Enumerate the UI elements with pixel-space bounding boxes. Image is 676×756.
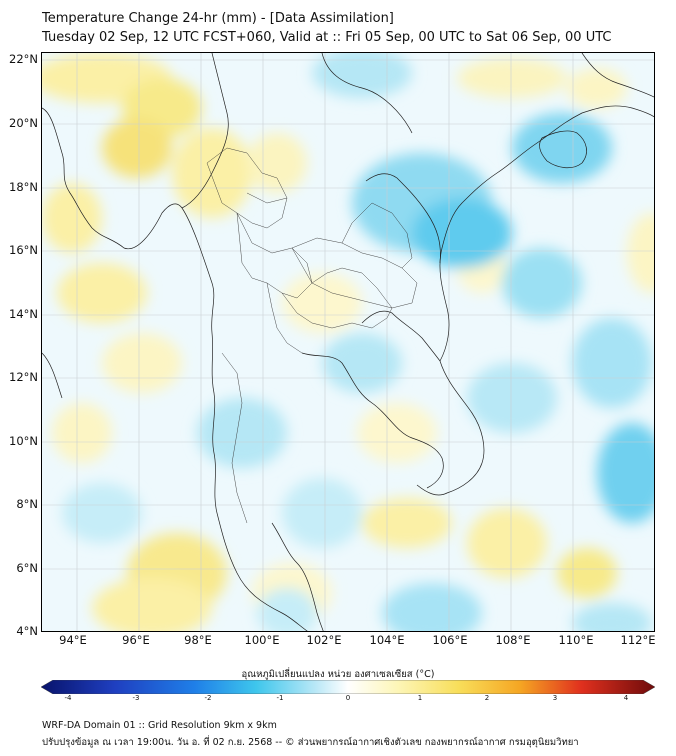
colorbar-tick: 4	[623, 694, 629, 702]
lat-label-18n: 18°N	[9, 180, 38, 194]
lon-label-98e: 98°E	[184, 633, 212, 647]
colorbar-title: อุณหภูมิเปลี่ยนแปลง หน่วย องศาเซลเซียส (…	[241, 669, 435, 680]
lon-label-112e: 112°E	[620, 633, 656, 647]
lon-label-96e: 96°E	[122, 633, 150, 647]
province-borders	[206, 147, 418, 524]
map-title: Temperature Change 24-hr (mm) - [Data As…	[42, 11, 394, 26]
map-subtitle: Tuesday 02 Sep, 12 UTC FCST+060, Valid a…	[42, 30, 612, 45]
colorbar-tick: 0	[345, 694, 351, 702]
coastlines	[42, 53, 654, 631]
lon-label-106e: 106°E	[432, 633, 468, 647]
colorbar-tick: 3	[552, 694, 558, 702]
lat-label-10n: 10°N	[9, 434, 38, 448]
lat-label-4n: 4°N	[16, 624, 38, 638]
lat-label-12n: 12°N	[9, 370, 38, 384]
colorbar-tick: 2	[484, 694, 490, 702]
colorbar-tick: -4	[64, 694, 72, 702]
temperature-field	[42, 53, 654, 631]
lon-label-110e: 110°E	[558, 633, 594, 647]
colorbar	[41, 680, 655, 694]
colorbar-tick: -1	[276, 694, 284, 702]
colorbar-tick: 1	[417, 694, 423, 702]
lon-label-94e: 94°E	[59, 633, 87, 647]
graticule	[42, 53, 654, 631]
lat-label-16n: 16°N	[9, 243, 38, 257]
colorbar-tick: -2	[204, 694, 212, 702]
colorbar-tick: -3	[132, 694, 140, 702]
lat-label-6n: 6°N	[16, 561, 38, 575]
lon-label-104e: 104°E	[369, 633, 405, 647]
lon-label-100e: 100°E	[244, 633, 280, 647]
lat-label-8n: 8°N	[16, 497, 38, 511]
update-info: ปรับปรุงข้อมูล ณ เวลา 19:00น. วัน อ. ที่…	[42, 737, 579, 748]
lat-label-20n: 20°N	[9, 116, 38, 130]
temperature-change-map	[41, 52, 655, 632]
lat-label-14n: 14°N	[9, 307, 38, 321]
lon-label-108e: 108°E	[495, 633, 531, 647]
lat-label-22n: 22°N	[9, 52, 38, 66]
model-info: WRF-DA Domain 01 :: Grid Resolution 9km …	[42, 720, 277, 731]
lon-label-102e: 102°E	[306, 633, 342, 647]
